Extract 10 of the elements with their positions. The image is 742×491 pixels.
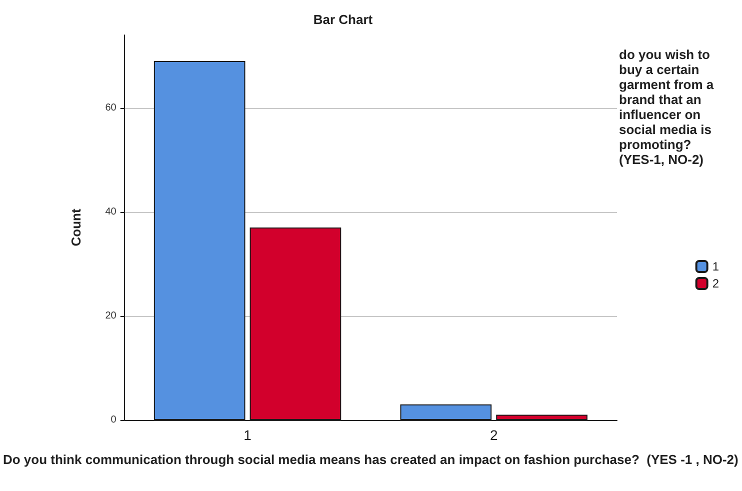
y-tick-label: 20	[105, 310, 117, 322]
chart-title: Bar Chart	[313, 12, 374, 27]
legend-label: 2	[712, 276, 720, 290]
y-axis-title: Count	[68, 208, 84, 246]
y-tick-label: 0	[110, 414, 117, 426]
x-axis-title: Do you think communication through social media means has created an impact on fashion purchase? (YES -1 , NO-2)	[2, 452, 738, 467]
legend-label: 1	[712, 260, 720, 274]
legend-title: do you wish to buy a certain garment from a brand that an influencer on social media is promoting? (YES-1, NO-2)	[619, 47, 718, 167]
y-tick-label: 60	[105, 102, 117, 114]
y-tick-label: 40	[105, 206, 117, 218]
